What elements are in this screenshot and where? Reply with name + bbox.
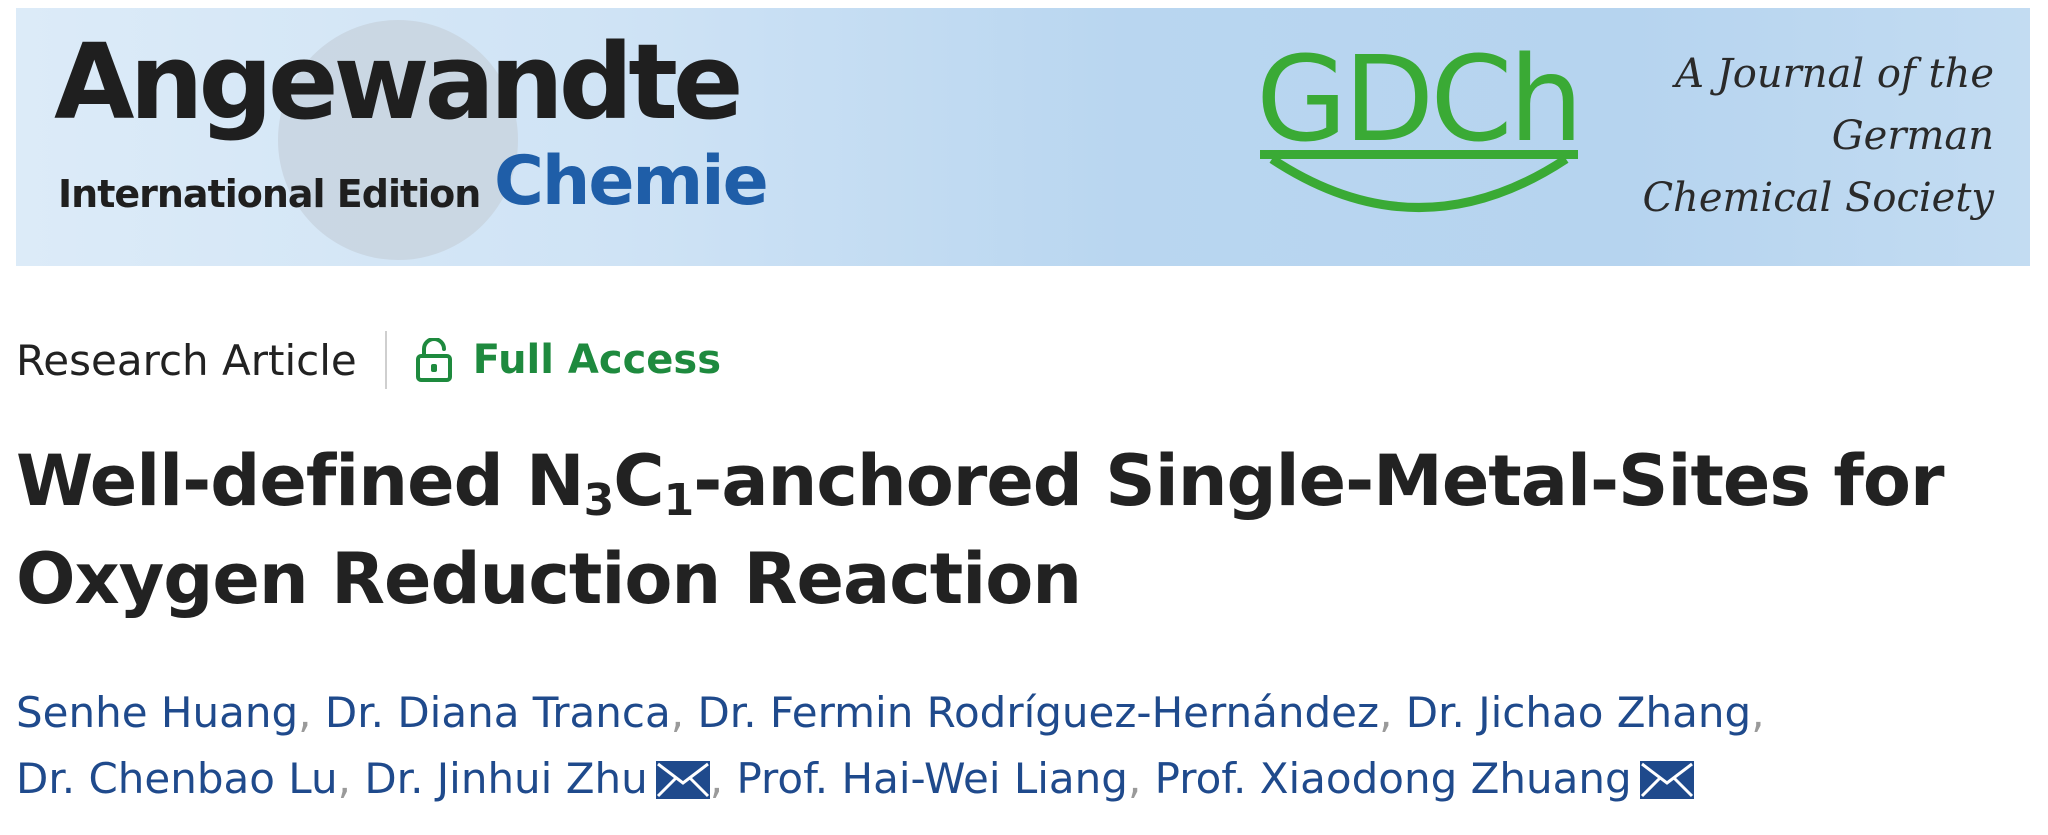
envelope-icon[interactable] (655, 761, 710, 799)
gdch-logo-text: GDCh (1256, 30, 1583, 168)
journal-subname: Chemie (494, 142, 769, 221)
title-part-2: C (613, 440, 664, 522)
author-list: Senhe Huang, Dr. Diana Tranca, Dr. Fermi… (16, 680, 2006, 812)
author-link[interactable]: Dr. Jinhui Zhu (364, 754, 648, 803)
author-link[interactable]: Dr. Jichao Zhang (1405, 688, 1752, 737)
author-separator: , (337, 754, 351, 803)
full-access-label: Full Access (472, 337, 722, 383)
envelope-icon[interactable] (1639, 761, 1694, 799)
journal-banner[interactable]: Angewandte International Edition Chemie … (16, 8, 2030, 266)
title-part-3: -anchored Single-Metal-Sites for (693, 440, 1944, 522)
title-line-2: Oxygen Reduction Reaction (16, 538, 1082, 620)
gdch-logo-bowl-icon (1260, 150, 1578, 212)
author-link[interactable]: Prof. Xiaodong Zhuang (1154, 754, 1632, 803)
title-subscript-1: 3 (583, 475, 615, 526)
journal-name: Angewandte (54, 21, 743, 143)
title-subscript-2: 1 (663, 475, 695, 526)
article-meta-row: Research Article Full Access (16, 330, 721, 390)
author-separator: , (298, 688, 312, 737)
author-separator: , (1379, 688, 1393, 737)
article-title: Well-defined N3C1-anchored Single-Metal-… (16, 432, 1976, 628)
open-lock-icon (415, 338, 452, 382)
author-link[interactable]: Dr. Chenbao Lu (16, 754, 338, 803)
author-link[interactable]: Prof. Hai-Wei Liang (736, 754, 1128, 803)
author-separator: , (670, 688, 685, 737)
author-link[interactable]: Dr. Diana Tranca (324, 688, 671, 737)
tagline-line-1: A Journal of the (1675, 51, 1994, 97)
meta-divider (384, 331, 387, 389)
tagline-line-2: German (1831, 113, 1994, 159)
author-separator: , (1127, 754, 1142, 803)
banner-seal-circle (278, 20, 518, 260)
author-link[interactable]: Dr. Fermin Rodríguez-Hernández (697, 688, 1380, 737)
title-part-1: Well-defined N (16, 440, 585, 522)
article-type-label: Research Article (16, 335, 357, 385)
author-link[interactable]: Senhe Huang (16, 688, 299, 737)
author-separator: , (1751, 688, 1765, 737)
author-separator: , (709, 754, 724, 803)
tagline-line-3: Chemical Society (1642, 175, 1994, 221)
journal-edition: International Edition (58, 172, 481, 216)
